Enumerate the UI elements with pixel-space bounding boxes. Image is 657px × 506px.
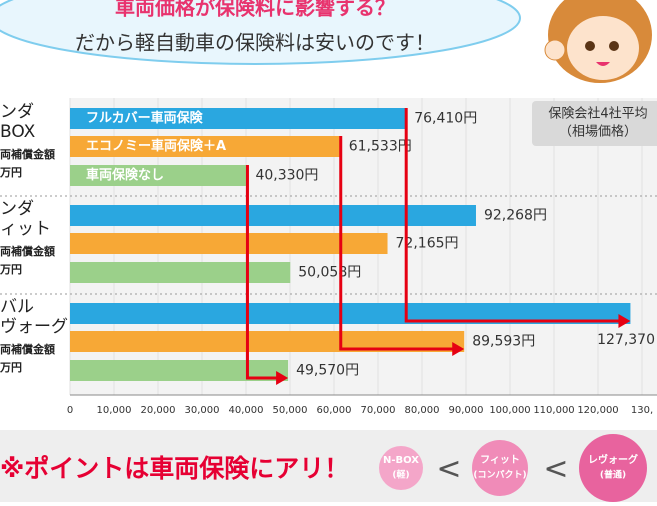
bar: [70, 233, 388, 254]
annotation-text: （相場価格）: [559, 124, 637, 140]
separator: <: [543, 452, 568, 487]
category-label: 両補償金額: [0, 244, 55, 258]
eye: [585, 41, 595, 51]
bar: [70, 262, 291, 283]
category-label: ィット: [0, 219, 51, 239]
separator: <: [436, 452, 461, 487]
x-tick-label: 30,000: [185, 405, 220, 416]
badge-text: (コンパクト): [473, 469, 526, 481]
category-label: バル: [0, 297, 34, 317]
category-label: 万円: [0, 263, 22, 276]
x-tick-label: 50,000: [273, 405, 308, 416]
x-tick-label: 70,000: [361, 405, 396, 416]
category-label: ンダ: [0, 102, 34, 122]
x-tick-label: 0: [67, 405, 73, 416]
value-label: 127,370: [597, 332, 655, 348]
footer-badges: N-BOX (軽) フィット (コンパクト) レヴォーグ (普通) < <: [379, 434, 647, 502]
series-name: エコノミー車両保険＋A: [86, 138, 226, 154]
face: [567, 16, 639, 80]
bar: [70, 165, 248, 186]
bar: [70, 360, 289, 381]
badge-text: (軽): [392, 469, 409, 481]
bar: [70, 303, 631, 324]
badge-text: フィット: [480, 454, 520, 466]
x-tick-label: 130,: [631, 405, 653, 416]
x-tick-label: 10,000: [97, 405, 132, 416]
value-label: 72,165円: [396, 236, 459, 252]
footer-band: [0, 430, 657, 502]
x-tick-label: 40,000: [229, 405, 264, 416]
value-label: 61,533円: [349, 139, 412, 155]
hand: [544, 39, 566, 61]
x-tick-label: 90,000: [449, 405, 484, 416]
arrow: [339, 136, 455, 351]
girl-illustration: [544, 0, 652, 83]
annotation-box: [532, 101, 657, 146]
bar: [70, 331, 465, 352]
eye: [609, 41, 619, 51]
badge-text: (普通): [600, 469, 626, 481]
mouth: [596, 62, 610, 66]
category-label: ヴォーグ: [0, 317, 68, 337]
speech-bubble: [0, 0, 521, 65]
header-subtitle: だから軽自動車の保険料は安いのです！: [75, 31, 435, 55]
bar: [70, 136, 341, 157]
value-label: 50,058円: [298, 265, 361, 281]
category-label: 両補償金額: [0, 342, 55, 356]
badge: [579, 434, 647, 502]
arrow-head: [276, 371, 289, 385]
chart: 0 10,000 20,000 30,000 40,000 50,000 60,000 70,…: [0, 98, 657, 416]
x-tick-label: 80,000: [405, 405, 440, 416]
arrow-head: [452, 342, 465, 356]
series-name: 車両保険なし: [86, 167, 164, 183]
badge-text: レヴォーグ: [588, 453, 638, 466]
badge: [379, 446, 423, 490]
annotation-text: 保険会社4社平均: [548, 106, 647, 122]
category-label: 万円: [0, 166, 22, 179]
footer-point: ※ポイントは車両保険にアリ！: [0, 454, 349, 483]
x-tick-label: 60,000: [317, 405, 352, 416]
category-label: 両補償金額: [0, 147, 55, 161]
value-label: 92,268円: [484, 208, 547, 224]
series-name: フルカバー車両保険: [86, 110, 204, 126]
arrow-head: [618, 314, 631, 328]
value-label: 49,570円: [296, 363, 359, 379]
x-tick-label: 20,000: [141, 405, 176, 416]
value-label: 40,330円: [255, 168, 318, 184]
badge: [472, 440, 528, 496]
x-tick-label: 120,000: [577, 405, 618, 416]
bar: [70, 205, 476, 226]
category-label: BOX: [0, 122, 36, 142]
x-tick-label: 100,000: [489, 405, 530, 416]
arrow: [245, 165, 279, 380]
x-tick-label: 110,000: [533, 405, 574, 416]
arrow: [404, 108, 621, 323]
header-title: 車両価格が保険料に影響する？: [115, 0, 395, 20]
category-label: 万円: [0, 361, 22, 374]
value-label: 89,593円: [472, 334, 535, 350]
value-label: 76,410円: [414, 111, 477, 127]
bar: [70, 108, 407, 129]
category-label: ンダ: [0, 199, 34, 219]
badge-text: N-BOX: [383, 455, 419, 466]
